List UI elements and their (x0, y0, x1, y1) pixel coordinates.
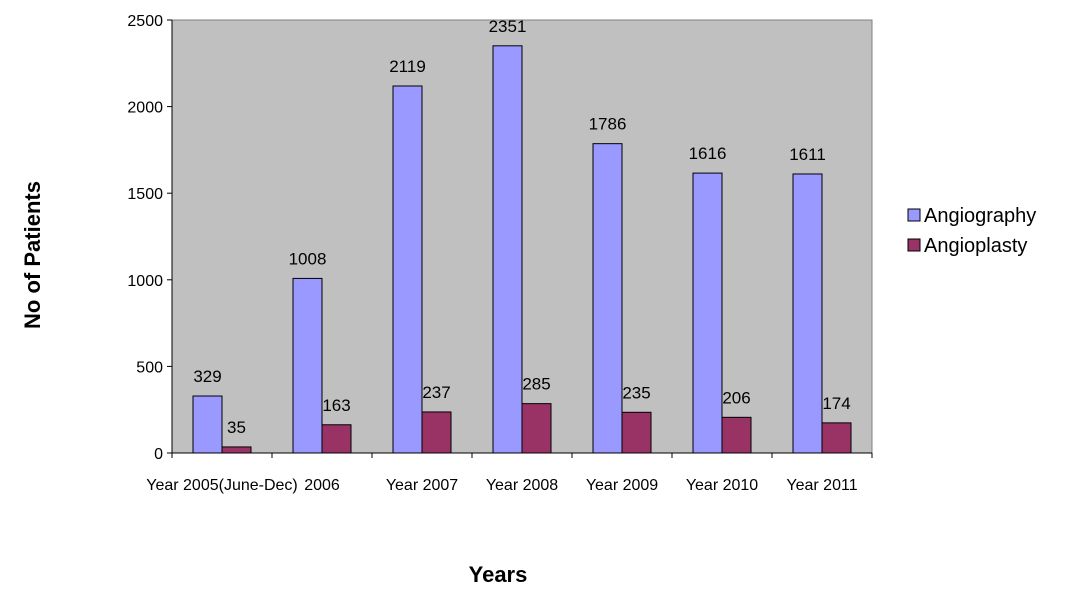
bars (192, 45, 852, 454)
angioplasty-data-label: 163 (322, 396, 350, 415)
x-tick-label: Year 2005(June-Dec) (146, 477, 298, 494)
angiography-data-label: 1616 (689, 144, 727, 163)
angiography-bar (792, 173, 823, 454)
angioplasty-bar (421, 411, 452, 454)
y-axis-title: No of Patients (20, 181, 45, 329)
angioplasty-data-label: 35 (227, 418, 246, 437)
angiography-bar (492, 45, 523, 454)
y-tick-label: 1500 (127, 186, 163, 203)
angioplasty-bar (521, 403, 552, 454)
y-tick-label: 1000 (127, 273, 163, 290)
legend: Angiography Angioplasty (907, 205, 1036, 257)
y-axis-ticks: 0 500 1000 1500 2000 2500 (127, 13, 172, 463)
legend-label-angiography: Angiography (924, 205, 1036, 227)
angioplasty-data-label: 285 (522, 375, 550, 394)
angioplasty-data-label: 174 (822, 394, 850, 413)
y-tick-label: 0 (154, 446, 163, 463)
x-tick-label: Year 2009 (586, 477, 658, 494)
x-tick-label: Year 2007 (386, 477, 458, 494)
angiography-data-label: 1611 (789, 145, 826, 164)
angiography-bar (692, 172, 723, 454)
angioplasty-data-label: 235 (622, 383, 650, 402)
angioplasty-data-label: 237 (422, 383, 450, 402)
legend-label-angioplasty: Angioplasty (924, 235, 1027, 257)
data-labels: 329 35 1008 163 2119 237 2351 285 1786 235 1616 206… (193, 17, 850, 437)
angioplasty-bar (721, 416, 752, 454)
y-tick-label: 2000 (127, 100, 163, 117)
angioplasty-bar (321, 424, 352, 454)
angioplasty-bar (221, 446, 252, 454)
angiography-bar (192, 395, 223, 454)
y-tick-label: 2500 (127, 13, 163, 30)
angiography-data-label: 2119 (389, 57, 426, 76)
angiography-bar (592, 143, 623, 454)
x-tick-label: 2006 (304, 477, 340, 494)
angiography-data-label: 2351 (489, 17, 527, 36)
angiography-data-label: 329 (193, 367, 221, 386)
y-tick-label: 500 (136, 359, 163, 376)
angioplasty-bar (621, 411, 652, 454)
legend-swatch-angiography (907, 208, 921, 222)
angioplasty-bar (821, 422, 852, 454)
legend-swatch-angioplasty (907, 238, 921, 252)
x-tick-label: Year 2010 (686, 477, 758, 494)
angiography-data-label: 1786 (589, 115, 627, 134)
x-axis-title: Years (469, 562, 528, 587)
angiography-data-label: 1008 (289, 249, 327, 268)
angiography-bar (392, 85, 423, 454)
x-axis-ticks: Year 2005(June-Dec) 2006 Year 2007 Year 200… (146, 453, 873, 494)
angioplasty-data-label: 206 (722, 388, 750, 407)
x-tick-label: Year 2011 (786, 477, 857, 494)
x-tick-label: Year 2008 (486, 477, 558, 494)
angiography-bar (292, 277, 323, 454)
